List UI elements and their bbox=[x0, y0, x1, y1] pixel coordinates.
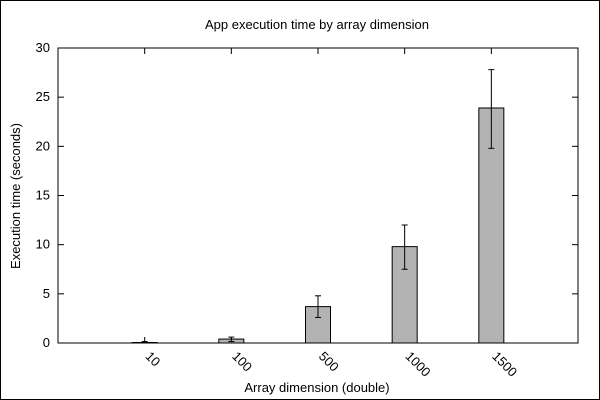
y-tick-label: 10 bbox=[36, 237, 50, 252]
x-tick-label: 1500 bbox=[489, 349, 520, 380]
x-tick-label: 10 bbox=[143, 349, 164, 370]
x-tick-label: 1000 bbox=[403, 349, 434, 380]
y-tick-label: 25 bbox=[36, 89, 50, 104]
y-tick-label: 0 bbox=[43, 335, 50, 350]
x-tick-label: 500 bbox=[316, 349, 342, 375]
y-axis-ticks: 0 5 10 15 20 25 30 bbox=[36, 40, 578, 350]
y-tick-label: 5 bbox=[43, 286, 50, 301]
x-axis-label: Array dimension (double) bbox=[244, 380, 389, 395]
y-axis-label: Execution time (seconds) bbox=[8, 123, 23, 269]
x-axis-ticks: 10 100 500 1000 1500 bbox=[143, 48, 520, 380]
y-tick-label: 30 bbox=[36, 40, 50, 55]
error-bars bbox=[141, 69, 495, 344]
x-tick-label: 100 bbox=[229, 349, 255, 375]
y-tick-label: 15 bbox=[36, 188, 50, 203]
y-tick-label: 20 bbox=[36, 138, 50, 153]
chart-title: App execution time by array dimension bbox=[205, 17, 429, 32]
